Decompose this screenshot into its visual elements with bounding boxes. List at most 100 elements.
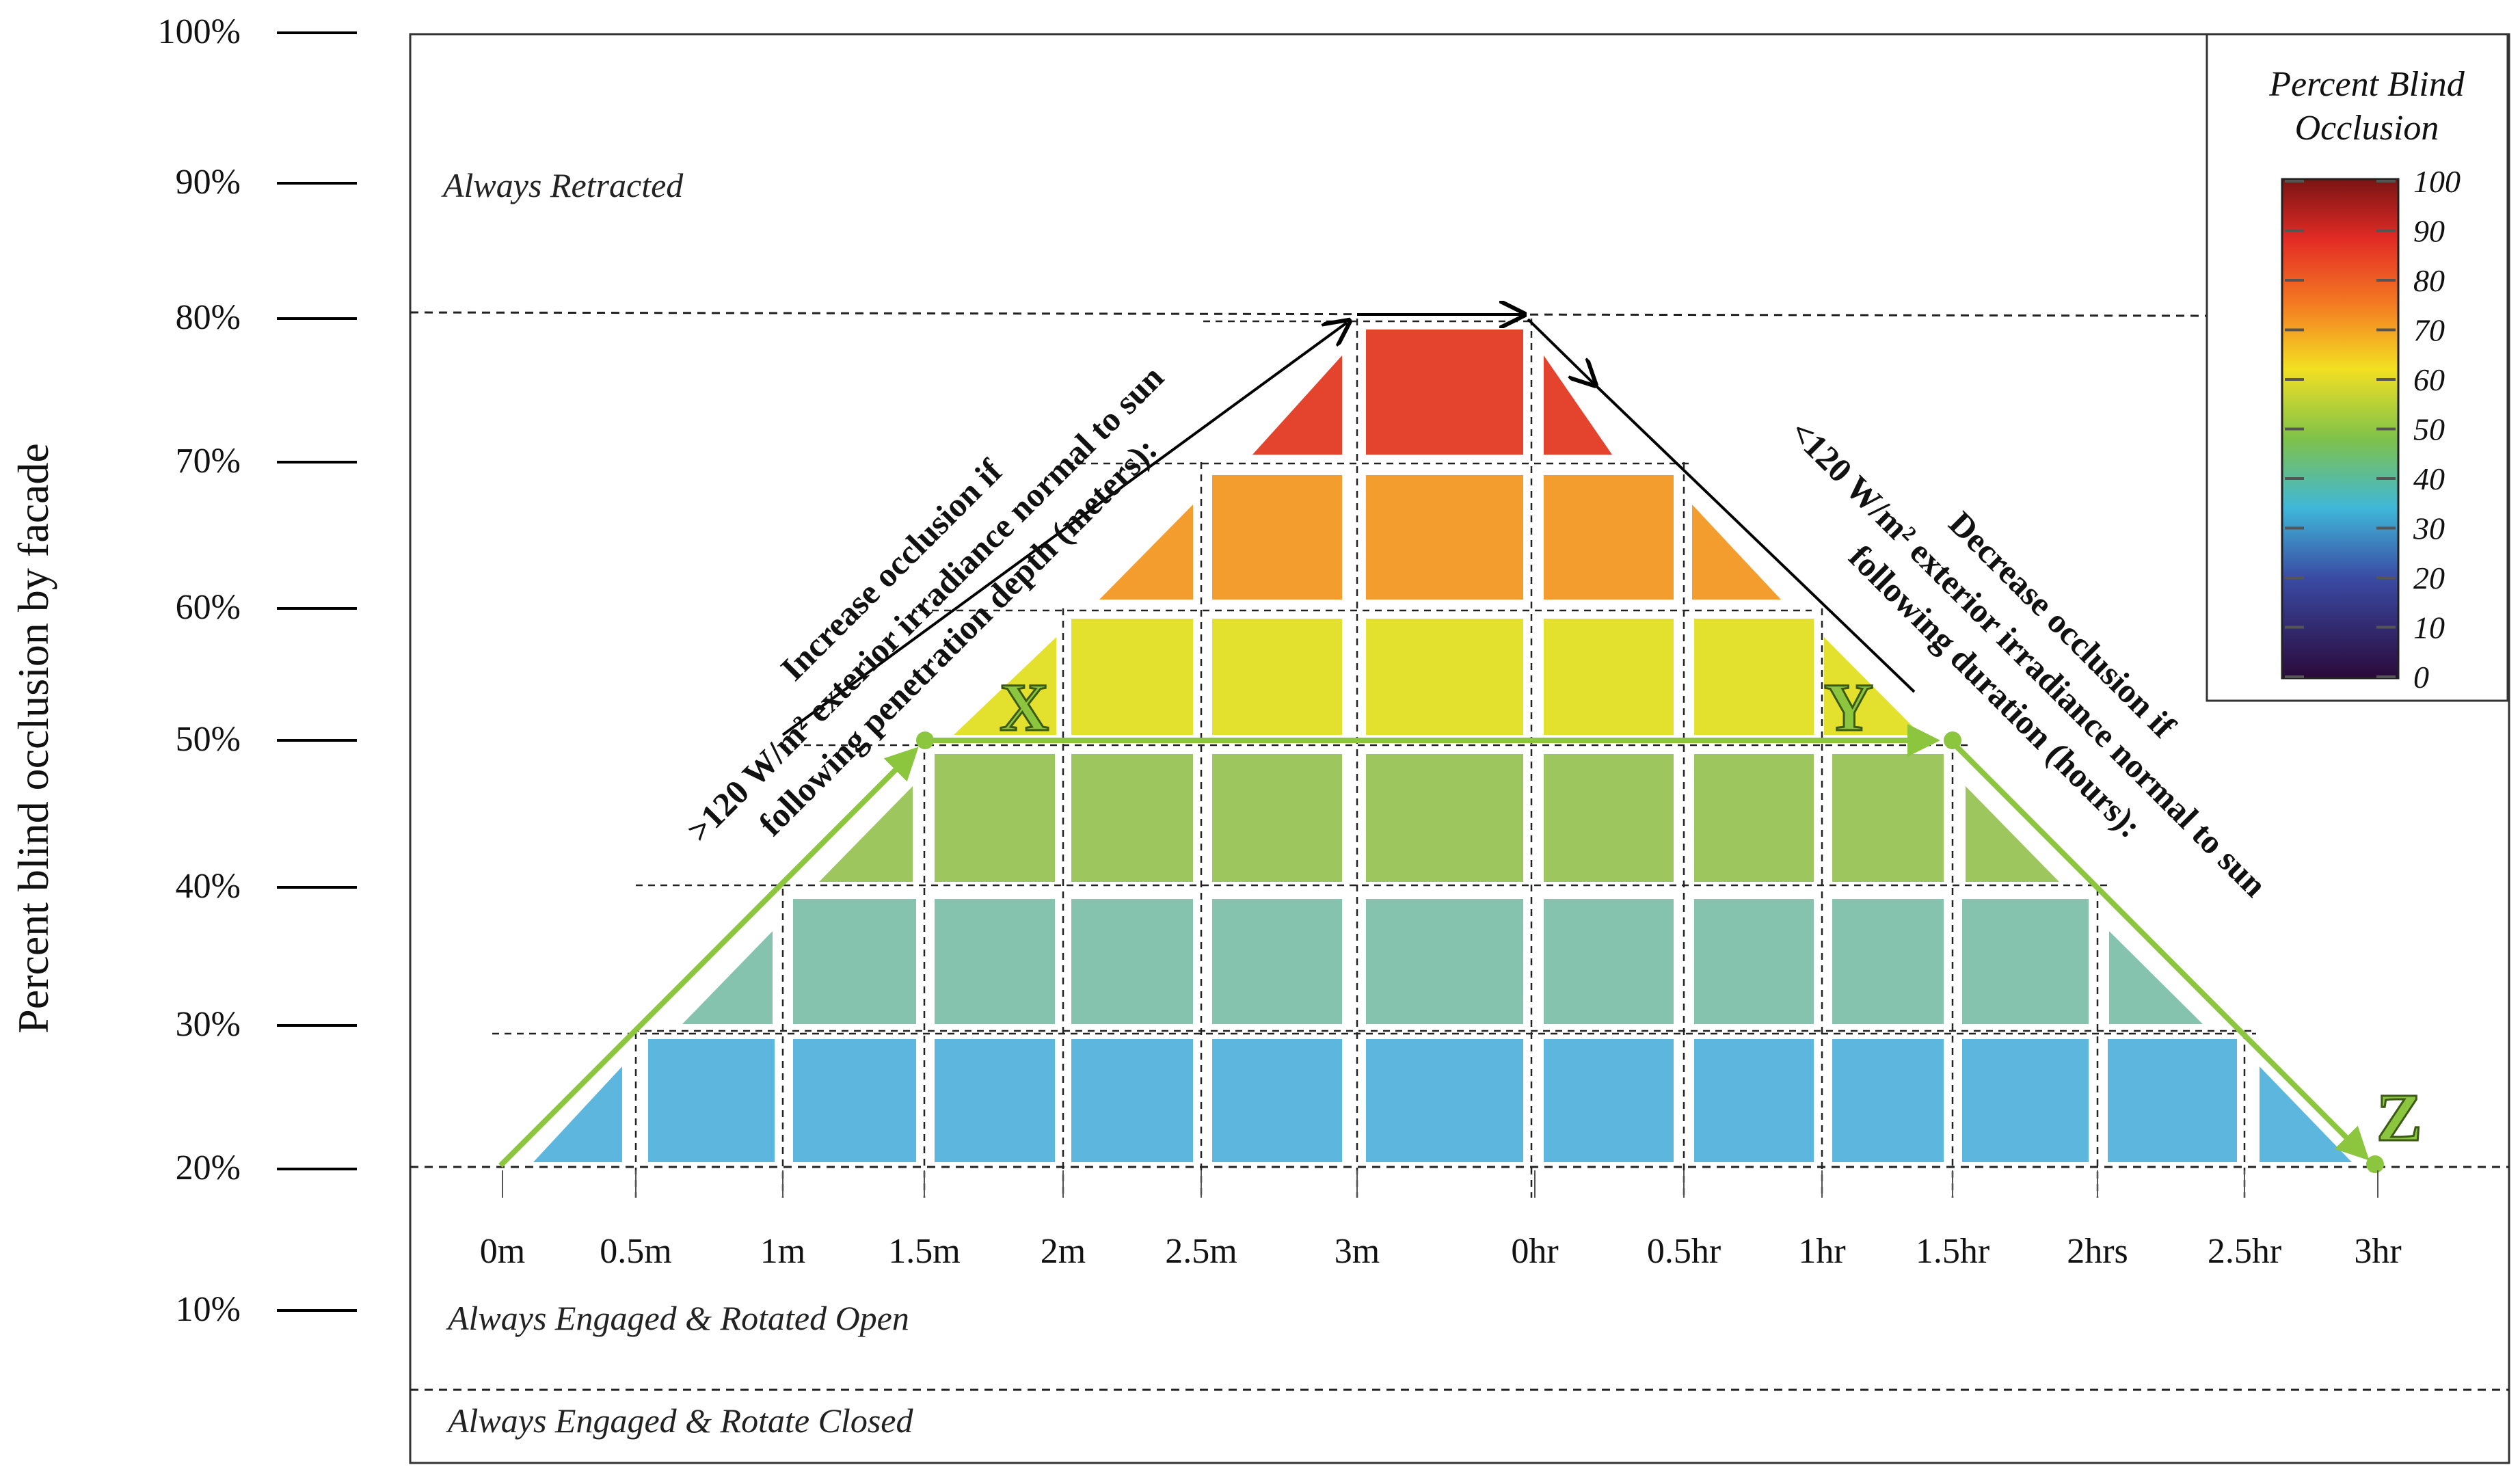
path-node-y [1944,731,1961,749]
occlusion-cell-edge [1544,355,1612,455]
green-path-rise [498,747,919,1168]
legend-tick-label: 100 [2413,164,2461,199]
x-tick-label: 2m [1041,1232,1086,1271]
legend-tick-label: 10 [2413,610,2445,645]
occlusion-cell [1962,899,2089,1024]
x-tick-label: 3m [1335,1232,1380,1271]
occlusion-cell [1212,1039,1342,1162]
occlusion-cell [1544,1039,1674,1162]
occlusion-cell [1212,475,1342,600]
occlusion-cells [533,330,2352,1162]
y-tick-label: 40% [176,867,241,906]
legend-tick-label: 80 [2413,263,2445,298]
y-tick-label: 70% [176,442,241,481]
occlusion-cell-edge [954,637,1056,735]
y-tick-label: 50% [176,720,241,759]
region-always-retracted: Always Retracted [441,166,684,204]
occlusion-cell [935,754,1055,882]
legend-title-line1: Percent Blind [2268,65,2465,104]
legend-tick-label: 0 [2413,660,2429,695]
x-tick-label: 1.5hr [1916,1232,1989,1271]
legend-tick-label: 70 [2413,313,2445,348]
occlusion-cell [1212,754,1342,882]
occlusion-cell [1366,899,1523,1024]
occlusion-cell [1212,899,1342,1024]
occlusion-cell-edge [2109,931,2203,1024]
legend-tick-label: 60 [2413,362,2445,397]
occlusion-cell [935,1039,1055,1162]
x-tick-label: 0.5hr [1647,1232,1721,1271]
path-node-z [2366,1155,2384,1173]
occlusion-cell [1071,754,1193,882]
occlusion-cell [1962,1039,2089,1162]
occlusion-cell [1832,899,1944,1024]
occlusion-cell [1832,1039,1944,1162]
occlusion-cell [1544,899,1674,1024]
y-axis-tick-marks [277,31,357,1312]
occlusion-cell-edge [2260,1066,2352,1162]
occlusion-cell [1694,899,1814,1024]
occlusion-cell [1071,619,1193,735]
x-tick-label: 2.5m [1165,1232,1237,1271]
y-tick-label: 80% [176,298,241,337]
occlusion-cell-edge [533,1066,622,1162]
occlusion-cell [1694,619,1814,735]
occlusion-cell [1694,754,1814,882]
increase-outline [781,323,1347,736]
legend-tick-label: 50 [2413,412,2445,447]
x-tick-label: 0m [480,1232,525,1271]
occlusion-cell [1212,619,1342,735]
marker-z: Z [2376,1079,2422,1155]
occlusion-cell [935,899,1055,1024]
occlusion-cell [1544,619,1674,735]
decrease-outline [1592,381,1916,693]
y-tick-label: 30% [176,1005,241,1044]
legend-title-line2: Occlusion [2295,109,2439,148]
x-tick-label: 1m [760,1232,805,1271]
y-tick-label: 60% [176,588,241,627]
occlusion-cell-edge [682,931,773,1024]
y-tick-label: 90% [176,163,241,202]
occlusion-cell [1544,475,1674,600]
occlusion-cell [1366,330,1523,455]
legend-tick-label: 90 [2413,214,2445,249]
y-tick-label: 20% [176,1148,241,1187]
region-engaged-open: Always Engaged & Rotated Open [446,1299,909,1337]
occlusion-cell [793,1039,916,1162]
occlusion-cell [2108,1039,2237,1162]
occlusion-cell-edge [819,786,913,882]
region-engaged-closed: Always Engaged & Rotate Closed [446,1401,913,1440]
occlusion-cell-edge [1252,355,1342,455]
occlusion-cell [1366,475,1523,600]
green-path-fall [1951,740,2370,1161]
occlusion-cell [1366,619,1523,735]
x-tick-label: 0hr [1511,1232,1558,1271]
x-tick-label: 1.5m [888,1232,960,1271]
decrease-outline-arrow [1527,318,1593,383]
occlusion-cell [1694,1039,1814,1162]
plot-frame [409,33,2510,1464]
occlusion-cell [648,1039,775,1162]
occlusion-cell [1544,754,1674,882]
marker-x: X [1000,669,1049,745]
occlusion-cell-edge [1099,505,1193,600]
threshold-80-line [410,311,2216,317]
cell-grid [492,319,2256,1198]
x-tick-label: 3hr [2354,1232,2401,1271]
y-axis-tick-labels: 100% 90% 80% 70% 60% 50% 40% 30% 20% 10% [158,12,241,1329]
occlusion-cell [1832,754,1944,882]
occlusion-cell-edge [1824,637,1921,735]
x-tick-label: 1hr [1798,1232,1845,1271]
occlusion-cell [1366,754,1523,882]
marker-y: Y [1824,669,1873,745]
occlusion-cell [1071,899,1193,1024]
legend-tick-label: 40 [2413,461,2445,496]
x-tick-label: 2.5hr [2208,1232,2281,1271]
legend-tick-label: 20 [2413,561,2445,595]
y-tick-label: 10% [176,1290,241,1329]
x-tick-label: 0.5m [600,1232,671,1271]
y-axis-title: Percent blind occlusion by facade [9,443,57,1034]
occlusion-cell-edge [1692,505,1781,600]
path-node-x [916,731,934,749]
